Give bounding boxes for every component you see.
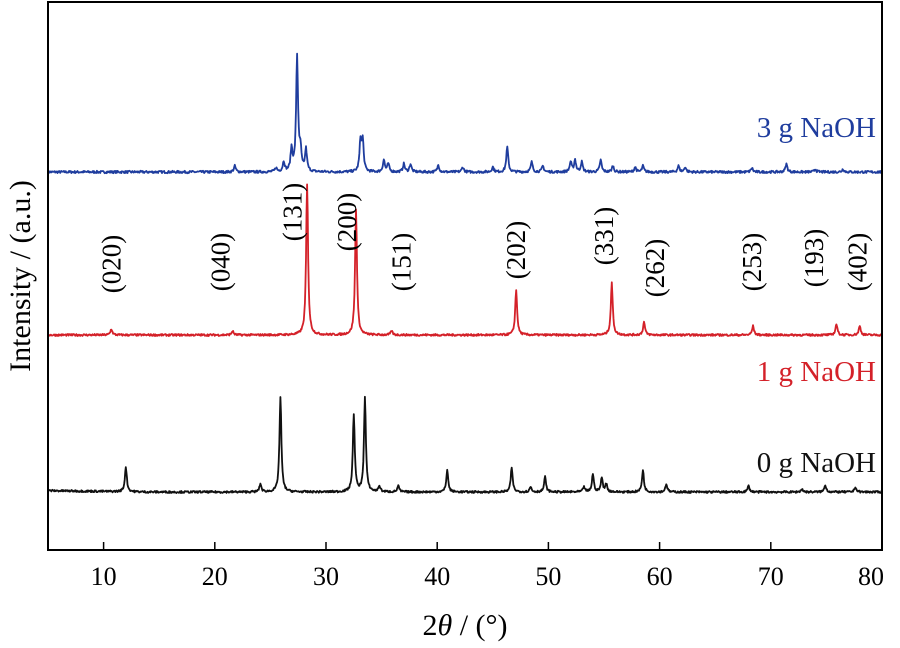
peak-label: (331) [589, 207, 619, 265]
peak-label: (020) [96, 235, 126, 293]
x-tick-label: 20 [202, 562, 228, 591]
series-layer [47, 52, 883, 494]
x-tick-label: 40 [424, 562, 450, 591]
x-tick-label: 80 [858, 562, 884, 591]
series-label-1g-naoh: 1 g NaOH [757, 356, 876, 388]
x-tick-label: 30 [313, 562, 339, 591]
series-label-0g-naoh: 0 g NaOH [757, 447, 876, 479]
x-axis-title-suffix: / (°) [452, 609, 507, 642]
x-axis-title: 2θ / (°) [422, 609, 507, 642]
plot-frame [47, 1, 883, 551]
series-line [47, 52, 883, 175]
series-line [47, 183, 883, 337]
x-axis-title-theta: θ [437, 609, 452, 642]
series-line [47, 395, 883, 494]
x-axis: 10 20 30 40 50 60 70 80 [91, 542, 884, 591]
peak-label: (202) [501, 221, 531, 279]
peak-label: (151) [387, 233, 417, 291]
peak-label: (402) [843, 233, 873, 291]
series-label-3g-naoh: 3 g NaOH [757, 112, 876, 144]
x-tick-label: 70 [758, 562, 784, 591]
x-tick-label: 60 [647, 562, 673, 591]
peak-label: (253) [737, 233, 767, 291]
peak-label: (193) [799, 229, 829, 287]
peak-label: (040) [205, 233, 235, 291]
x-tick-label: 10 [91, 562, 117, 591]
peak-label: (200) [332, 193, 362, 251]
peak-label: (262) [640, 239, 670, 297]
x-axis-title-prefix: 2 [422, 609, 437, 642]
peak-label-layer: (020) (040) (131) (200) (151) (202) (331) (262)… [96, 183, 872, 297]
y-axis-title: Intensity / (a.u.) [4, 180, 37, 372]
peak-label: (131) [278, 183, 308, 241]
x-tick-label: 50 [535, 562, 561, 591]
